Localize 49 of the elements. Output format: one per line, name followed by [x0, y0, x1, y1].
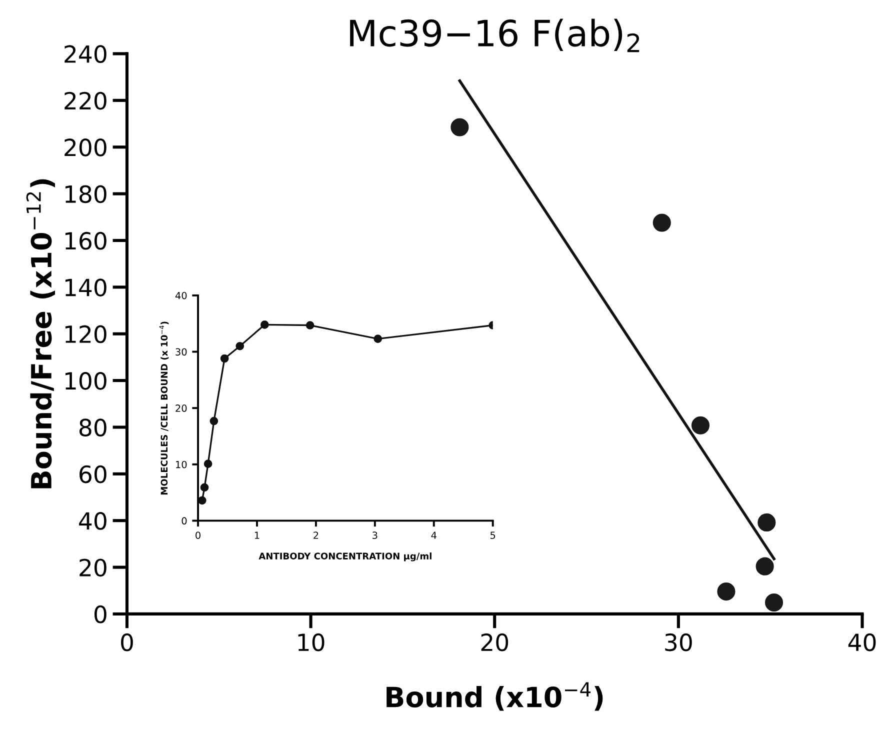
point	[652, 214, 671, 232]
x-tick-label: 30	[665, 633, 692, 652]
y-tick-label: 10	[176, 460, 187, 468]
x-tick-label: 20	[481, 633, 508, 652]
y-axis-title: MOLECULES /CELL BOUND (x 10$^{−4}$)	[159, 322, 169, 494]
x-axis-title: Bound (x10$^{−4}$)	[386, 682, 603, 711]
x-tick-label: 10	[298, 633, 324, 652]
point	[210, 416, 218, 426]
point	[717, 582, 736, 601]
x-tick-label: 0	[121, 633, 133, 652]
y-tick-label: 40	[175, 292, 187, 300]
y-tick-label: 60	[80, 465, 106, 484]
point	[236, 342, 244, 350]
point	[450, 118, 469, 136]
x-tick-label: 1	[254, 532, 260, 539]
point	[306, 321, 314, 330]
y-tick-label: 20	[176, 404, 187, 412]
y-tick-label: 30	[176, 348, 187, 356]
y-tick-label: 80	[80, 418, 106, 437]
y-tick-label: 100	[65, 372, 106, 390]
point	[220, 354, 229, 363]
x-tick-label: 5	[490, 532, 496, 539]
x-tick-label: 0	[196, 532, 200, 539]
y-axis-title: Bound/Free (x10$^{−12}$)	[26, 179, 56, 488]
y-tick-label: 180	[65, 185, 106, 204]
y-tick-label: 20	[80, 558, 106, 577]
point	[204, 460, 212, 468]
x-tick-label: 40	[848, 633, 876, 652]
point	[200, 483, 209, 492]
y-tick-label: 200	[64, 138, 106, 156]
point	[374, 334, 382, 343]
y-tick-label: 160	[65, 232, 106, 250]
y-tick-label: 120	[65, 325, 106, 344]
chart-title: Mc39−16 F(ab)$_{2}$	[350, 18, 640, 52]
point	[758, 513, 776, 532]
x-axis-title: ANTIBODY CONCENTRATION µg/ml	[258, 552, 432, 562]
point	[756, 557, 774, 576]
y-tick-label: 220	[64, 92, 106, 110]
point	[260, 320, 269, 329]
y-tick-label: 240	[64, 45, 106, 64]
point	[764, 593, 784, 612]
x-tick-label: 4	[431, 532, 436, 539]
point	[691, 416, 710, 434]
y-tick-label: 140	[65, 278, 106, 296]
x-tick-label: 2	[314, 532, 318, 539]
x-tick-label: 3	[372, 532, 378, 539]
point	[198, 496, 206, 505]
y-tick-label: 0	[182, 517, 187, 525]
y-tick-label: 0	[94, 605, 106, 624]
